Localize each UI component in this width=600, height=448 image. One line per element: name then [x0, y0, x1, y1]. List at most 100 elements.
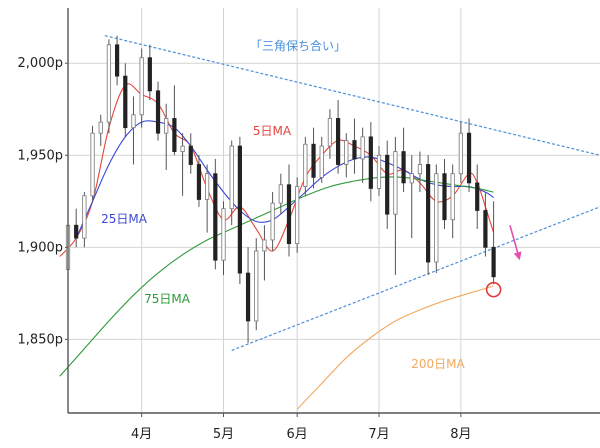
- candle: [237, 136, 242, 285]
- candle: [278, 173, 283, 215]
- breakdown-arrow-head: [513, 251, 522, 261]
- candle-body: [360, 136, 365, 160]
- candle: [344, 133, 349, 178]
- candle: [245, 247, 251, 344]
- candle: [90, 125, 95, 202]
- candle-body: [237, 145, 242, 274]
- ma5-label: 5日MA: [253, 124, 292, 138]
- candle-body: [139, 57, 144, 116]
- candle-body: [180, 145, 185, 152]
- candle-body: [376, 154, 382, 189]
- candle: [115, 35, 120, 86]
- candle: [196, 155, 202, 207]
- candle-body: [147, 57, 152, 92]
- candle-body: [327, 118, 333, 147]
- candle-body: [417, 164, 423, 175]
- y-tick-label: 2,000p: [18, 56, 63, 71]
- candle: [131, 96, 136, 165]
- candle: [327, 109, 333, 159]
- breakout-circle-marker: [485, 281, 502, 298]
- candle-body: [106, 44, 112, 123]
- candle: [450, 164, 455, 239]
- candle: [376, 146, 382, 196]
- candle: [311, 127, 316, 189]
- candle-body: [483, 210, 488, 248]
- candle: [147, 44, 152, 101]
- candle-body: [188, 145, 193, 165]
- candle: [270, 192, 275, 251]
- candle: [98, 114, 103, 147]
- candle: [385, 140, 390, 229]
- candle-body: [164, 118, 169, 134]
- candle: [262, 225, 267, 281]
- candle: [409, 155, 414, 239]
- candle: [155, 81, 161, 141]
- candle: [180, 133, 185, 196]
- candle: [442, 158, 447, 229]
- candle: [475, 164, 480, 229]
- candle-body: [319, 145, 324, 178]
- candle: [483, 192, 488, 257]
- candle: [303, 136, 308, 196]
- candle-body: [385, 154, 390, 215]
- candle-body: [131, 114, 136, 129]
- candle: [286, 164, 292, 257]
- candle: [82, 192, 87, 248]
- candle-body: [335, 118, 341, 165]
- breakdown-arrow-shaft: [509, 225, 520, 256]
- triangle-pattern-layer: [104, 35, 600, 351]
- candle-body: [172, 118, 177, 152]
- candle: [139, 48, 144, 128]
- candle-body: [196, 164, 202, 200]
- candle: [123, 63, 128, 137]
- candle-body: [123, 75, 128, 129]
- candle-body: [205, 173, 210, 200]
- triangle-pattern-label: 「三角保ち合い」: [250, 38, 346, 53]
- candle-body: [115, 44, 120, 77]
- candle: [491, 201, 496, 285]
- x-tick-label: 4月: [131, 427, 152, 442]
- x-tick-label: 5月: [213, 427, 234, 442]
- candle: [360, 127, 365, 183]
- candle: [417, 151, 423, 193]
- candle-body: [254, 250, 259, 322]
- ma200-line: [296, 285, 494, 410]
- candle: [74, 208, 79, 248]
- axis-layer: 2,000p 1,950p 1,900p 1,850p 4月 5月 6月 7月 8月: [18, 8, 600, 442]
- candle-body: [450, 173, 455, 221]
- candle: [426, 155, 431, 275]
- candle: [188, 133, 193, 174]
- y-tick-label: 1,850p: [18, 332, 63, 347]
- candle-body: [458, 132, 463, 175]
- candle: [254, 238, 259, 331]
- candle-body: [270, 202, 275, 241]
- candle: [466, 118, 472, 193]
- candle-body: [98, 121, 103, 134]
- candle-body: [245, 272, 251, 322]
- candle-body: [90, 132, 95, 197]
- candle-body: [295, 186, 300, 245]
- candle-body: [286, 184, 292, 245]
- candle: [368, 122, 373, 202]
- candle: [319, 136, 324, 183]
- candle-body: [434, 173, 439, 263]
- candle-body: [213, 173, 218, 261]
- candle: [352, 118, 357, 174]
- candle-body: [221, 208, 226, 261]
- triangle-lower-line: [231, 206, 600, 351]
- candle: [401, 127, 406, 193]
- candle-body: [229, 145, 234, 210]
- candle-body: [311, 143, 316, 178]
- ma75-label: 75日MA: [144, 292, 191, 306]
- candle-body: [74, 224, 79, 239]
- x-tick-label: 8月: [450, 427, 471, 442]
- candle-body: [426, 164, 431, 263]
- candle-body: [155, 90, 161, 134]
- candle: [458, 122, 463, 183]
- candle-body: [409, 173, 414, 184]
- candle: [106, 39, 112, 134]
- candle: [229, 140, 234, 226]
- candle-body: [303, 143, 308, 187]
